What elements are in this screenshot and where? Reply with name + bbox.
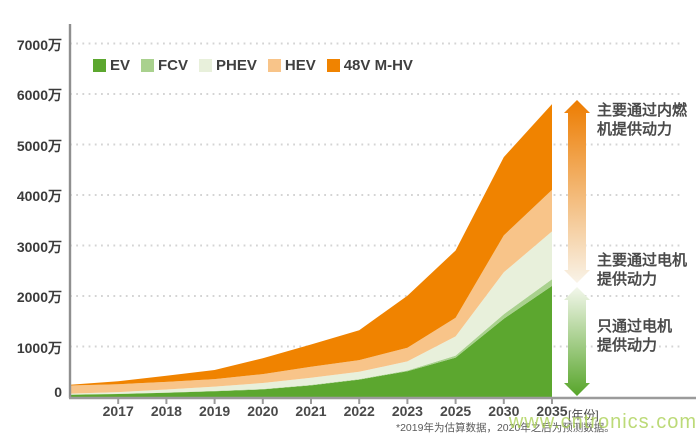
legend-label: HEV: [284, 57, 316, 74]
watermark: www.cntronics.com: [508, 411, 697, 433]
annotation-motor-only: 只通过电机 提供动力: [597, 317, 697, 355]
x-axis-tick-label: 2030: [488, 403, 520, 419]
y-axis-tick-label: 1000万: [16, 339, 62, 356]
y-axis-tick-label: 5000万: [16, 137, 62, 154]
x-axis-ticks: [117, 399, 553, 404]
y-axis-tick-label: 0: [54, 384, 62, 400]
y-axis-tick-label: 4000万: [16, 188, 62, 204]
legend-item-48v-m-hv: 48V M-HV: [326, 57, 413, 74]
ice-power-arrow: [564, 100, 590, 283]
y-axis-tick-label: 7000万: [16, 36, 62, 53]
gridlines: [70, 42, 680, 348]
legend-swatch: [93, 59, 106, 72]
annotation-ice-power-line2: 机提供动力: [597, 121, 673, 138]
x-axis-tick-label: 2021: [295, 403, 327, 419]
area-phev: [70, 231, 552, 395]
x-axis-tick-label: 2035: [536, 403, 568, 419]
annotation-motor-only-line2: 提供动力: [597, 337, 658, 354]
legend: EV FCV PHEV HEV 48V M-HV: [93, 57, 413, 74]
legend-item-hev: HEV: [267, 57, 316, 74]
area-series: [70, 104, 552, 397]
legend-swatch: [199, 59, 213, 72]
x-axis-tick-label: 2017: [102, 403, 134, 419]
x-axis-tick-label: 2022: [343, 403, 375, 419]
annotation-motor-only-line1: 只通过电机: [597, 318, 673, 335]
x-axis-tick-label: 2019: [199, 403, 231, 419]
motor-power-arrow: [564, 287, 590, 396]
annotation-mainly-motor-line1: 主要通过电机: [597, 252, 688, 269]
x-axis-tick-label: 2018: [150, 403, 182, 419]
legend-label: EV: [110, 57, 131, 74]
legend-swatch: [267, 59, 281, 72]
area-hev: [70, 189, 552, 394]
y-axis-tick-label: 6000万: [16, 87, 62, 103]
legend-item-ev: EV: [93, 57, 130, 74]
legend-item-phev: PHEV: [199, 57, 257, 74]
x-axis-tick-label: 2020: [247, 403, 279, 419]
x-axis-unit-label: [年份]: [568, 408, 599, 422]
annotation-ice-power: 主要通过内燃 机提供动力: [597, 101, 697, 139]
legend-label: 48V M-HV: [343, 57, 413, 74]
footnote: *2019年为估算数据，2020年之后为预测数据。: [396, 422, 615, 434]
legend-swatch: [326, 59, 340, 72]
legend-swatch: [141, 59, 155, 72]
x-axis-tick-label: 2025: [440, 403, 472, 419]
legend-label: PHEV: [216, 57, 257, 74]
area-ev: [70, 285, 552, 397]
area-48v-m-hv: [70, 104, 552, 386]
annotation-mainly-motor-line2: 提供动力: [597, 271, 658, 288]
annotation-mainly-motor: 主要通过电机 提供动力: [597, 251, 697, 289]
annotation-ice-power-line1: 主要通过内燃: [597, 102, 688, 119]
legend-label: FCV: [158, 57, 189, 74]
y-axis-tick-label: 2000万: [16, 289, 62, 305]
x-axis-tick-label: 2023: [391, 403, 423, 419]
legend-item-fcv: FCV: [141, 57, 188, 74]
y-axis-tick-label: 3000万: [16, 238, 62, 255]
